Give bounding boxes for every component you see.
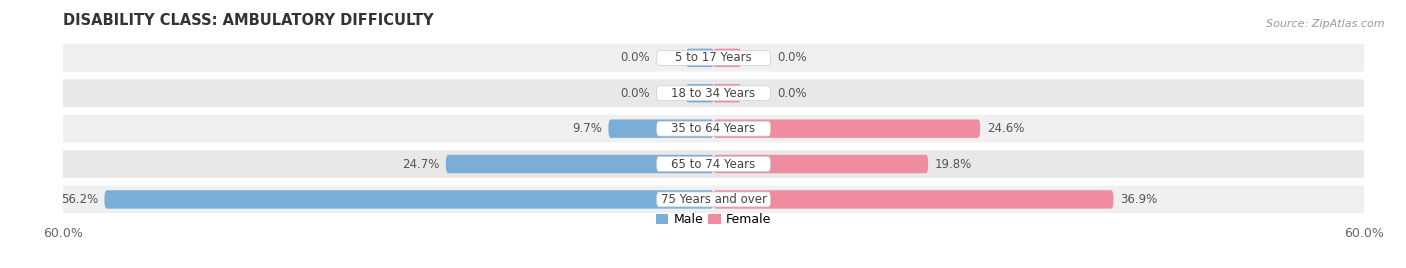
Text: 19.8%: 19.8% — [935, 158, 972, 170]
Text: Source: ZipAtlas.com: Source: ZipAtlas.com — [1267, 19, 1385, 29]
FancyBboxPatch shape — [58, 79, 1369, 107]
FancyBboxPatch shape — [58, 44, 1369, 72]
Text: 0.0%: 0.0% — [778, 51, 807, 64]
FancyBboxPatch shape — [609, 120, 713, 138]
FancyBboxPatch shape — [657, 50, 770, 65]
Text: DISABILITY CLASS: AMBULATORY DIFFICULTY: DISABILITY CLASS: AMBULATORY DIFFICULTY — [63, 13, 434, 28]
FancyBboxPatch shape — [104, 190, 713, 209]
FancyBboxPatch shape — [657, 157, 770, 172]
FancyBboxPatch shape — [58, 186, 1369, 213]
FancyBboxPatch shape — [713, 190, 1114, 209]
Text: 24.6%: 24.6% — [987, 122, 1024, 135]
Text: 75 Years and over: 75 Years and over — [661, 193, 766, 206]
FancyBboxPatch shape — [713, 155, 928, 173]
FancyBboxPatch shape — [713, 120, 980, 138]
FancyBboxPatch shape — [713, 84, 741, 102]
Text: 35 to 64 Years: 35 to 64 Years — [672, 122, 755, 135]
Text: 36.9%: 36.9% — [1121, 193, 1157, 206]
FancyBboxPatch shape — [58, 150, 1369, 178]
FancyBboxPatch shape — [686, 84, 713, 102]
Text: 65 to 74 Years: 65 to 74 Years — [672, 158, 755, 170]
Text: 18 to 34 Years: 18 to 34 Years — [672, 87, 755, 100]
Text: 0.0%: 0.0% — [778, 87, 807, 100]
Legend: Male, Female: Male, Female — [651, 208, 776, 231]
Text: 5 to 17 Years: 5 to 17 Years — [675, 51, 752, 64]
FancyBboxPatch shape — [657, 121, 770, 136]
Text: 24.7%: 24.7% — [402, 158, 439, 170]
FancyBboxPatch shape — [657, 86, 770, 101]
FancyBboxPatch shape — [686, 49, 713, 67]
FancyBboxPatch shape — [713, 49, 741, 67]
Text: 0.0%: 0.0% — [620, 87, 650, 100]
Text: 0.0%: 0.0% — [620, 51, 650, 64]
FancyBboxPatch shape — [446, 155, 713, 173]
FancyBboxPatch shape — [657, 192, 770, 207]
FancyBboxPatch shape — [58, 115, 1369, 143]
Text: 56.2%: 56.2% — [60, 193, 98, 206]
Text: 9.7%: 9.7% — [572, 122, 602, 135]
